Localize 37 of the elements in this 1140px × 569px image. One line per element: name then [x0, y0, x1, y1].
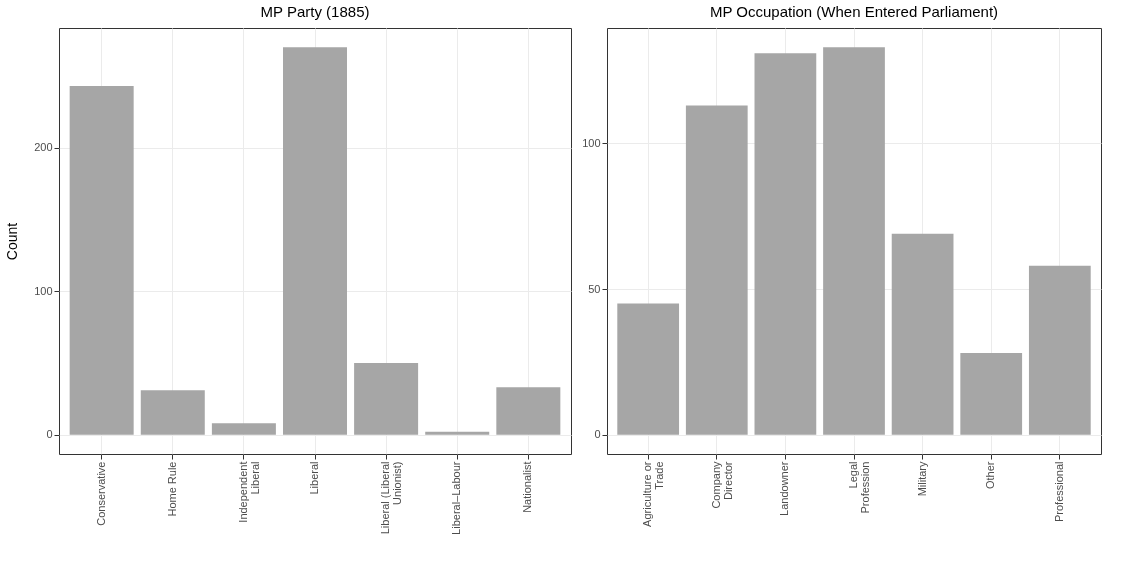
- bar: [685, 105, 748, 435]
- bar: [960, 353, 1023, 435]
- y-tick-label: 0: [46, 428, 53, 441]
- bar: [354, 362, 419, 435]
- y-tick-label: 200: [34, 141, 53, 154]
- y-tick-label: 50: [588, 282, 601, 295]
- x-tick-label: Legal Profession: [847, 461, 871, 514]
- chart-title: MP Party (1885): [260, 3, 370, 20]
- bar: [425, 431, 490, 435]
- x-tick-label: Professional: [1052, 461, 1065, 523]
- x-tick-label: Liberal–Labour: [450, 461, 463, 535]
- bar: [140, 390, 205, 435]
- x-tick-label: Liberal: [308, 461, 320, 495]
- bar: [496, 387, 561, 435]
- x-tick-label: Conservative: [94, 461, 107, 526]
- bar: [617, 303, 680, 435]
- x-tick-label: Military: [915, 461, 928, 497]
- bar: [891, 233, 954, 435]
- bar: [754, 53, 817, 435]
- chart-title: MP Occupation (When Entered Parliament): [709, 3, 999, 20]
- bar: [283, 47, 347, 435]
- x-tick-label: Independent Liberal: [236, 461, 261, 523]
- x-tick-label: Liberal (Liberal Unionist): [379, 461, 404, 535]
- y-tick-label: 0: [594, 428, 601, 441]
- y-tick-label: 100: [34, 284, 53, 297]
- x-tick-label: Agriculture or Trade: [641, 461, 666, 527]
- x-tick-label: Nationalist: [521, 461, 534, 513]
- bar: [823, 47, 885, 435]
- y-tick-label: 100: [582, 136, 601, 149]
- x-tick-label: Landowner: [778, 461, 791, 516]
- bar: [211, 423, 276, 435]
- bar: [69, 86, 134, 435]
- x-tick-label: Other: [984, 461, 997, 490]
- x-tick-label: Company Director: [709, 461, 734, 509]
- x-tick-label: Home Rule: [165, 461, 178, 517]
- bar: [1028, 265, 1091, 435]
- y-axis-title: Count: [4, 222, 21, 261]
